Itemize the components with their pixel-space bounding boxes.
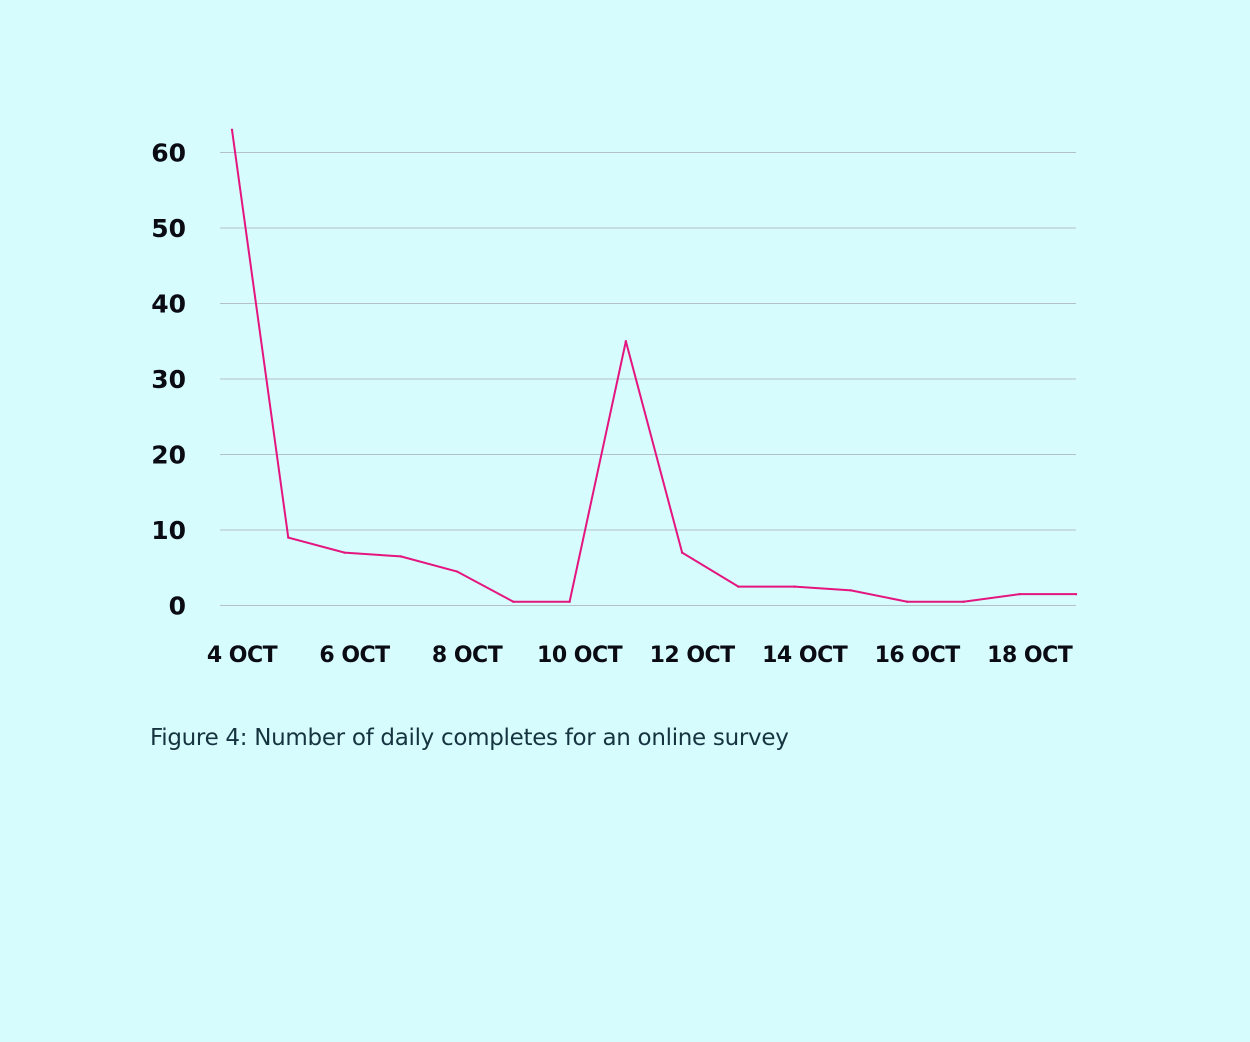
y-tick-label: 40 <box>151 290 186 319</box>
data-point <box>455 570 459 573</box>
line-chart: 0 10 20 30 40 50 60 4 OCT 6 OCT 8 OCT 10 OCT 12 OC… <box>151 128 1078 668</box>
data-point <box>343 551 346 554</box>
data-point <box>849 589 853 592</box>
x-tick-label: 12 OCT <box>650 643 736 668</box>
data-point <box>287 536 290 539</box>
series-line <box>231 129 1076 603</box>
data-point <box>962 600 965 603</box>
data-point <box>624 340 628 343</box>
x-tick-label: 14 OCT <box>762 643 848 668</box>
data-point <box>1074 592 1078 596</box>
series-layer <box>230 128 1078 603</box>
x-tick-label: 18 OCT <box>987 643 1073 668</box>
gridlines <box>220 152 1076 606</box>
data-point <box>680 551 684 554</box>
data-point <box>568 600 571 603</box>
x-axis-ticks: 4 OCT 6 OCT 8 OCT 10 OCT 12 OCT 14 OCT 16 OCT 1… <box>207 643 1073 668</box>
data-point <box>512 600 515 603</box>
x-tick-label: 16 OCT <box>875 643 961 668</box>
x-tick-label: 6 OCT <box>319 643 390 668</box>
data-point <box>230 128 234 132</box>
y-tick-label: 60 <box>151 139 186 168</box>
x-tick-label: 8 OCT <box>432 643 503 668</box>
y-axis-ticks: 0 10 20 30 40 50 60 <box>151 139 186 621</box>
data-point <box>793 585 796 588</box>
data-point <box>1018 592 1021 596</box>
x-tick-label: 4 OCT <box>207 643 278 668</box>
x-tick-label: 10 OCT <box>537 643 623 668</box>
data-point <box>399 555 402 558</box>
data-point <box>737 585 740 588</box>
y-tick-label: 10 <box>151 516 186 545</box>
y-tick-label: 0 <box>169 592 186 621</box>
y-tick-label: 30 <box>151 365 186 394</box>
figure-caption: Figure 4: Number of daily completes for … <box>150 725 789 751</box>
y-tick-label: 50 <box>151 214 186 243</box>
y-tick-label: 20 <box>151 441 186 470</box>
data-point <box>906 600 909 603</box>
